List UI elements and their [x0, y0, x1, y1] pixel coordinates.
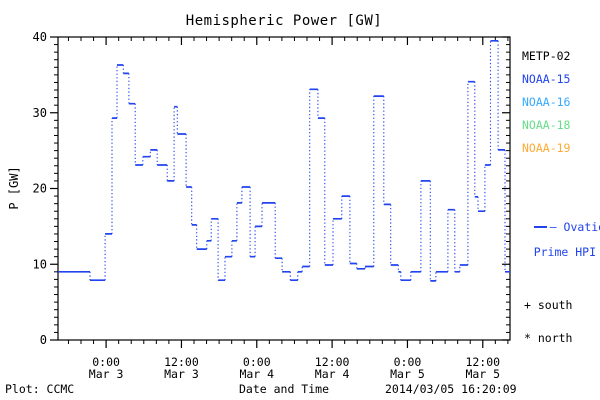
- y-axis-label: P [GW]: [7, 166, 21, 210]
- x-tick-date-label: Mar 5: [390, 367, 425, 381]
- ovation-label-line2: Prime HPI: [533, 244, 597, 259]
- hpi-step-line-horizontals: [58, 39, 510, 282]
- legend-item-metp-02: METP-02: [522, 49, 571, 63]
- line-sample-icon: [533, 225, 547, 228]
- south-marker-label: + south: [524, 298, 573, 312]
- x-tick-date-label: Mar 4: [315, 367, 350, 381]
- x-tick-time-label: 12:00: [465, 355, 500, 369]
- plot-frame: [57, 36, 511, 341]
- ovation-legend: – Ovation Prime HPI: [506, 208, 600, 271]
- y-tick-label: 40: [33, 30, 47, 44]
- x-tick-date-label: Mar 3: [164, 367, 199, 381]
- chart-title: Hemispheric Power [GW]: [185, 13, 383, 29]
- legend-item-noaa-16: NOAA-16: [522, 95, 571, 109]
- hpi-step-line-verticals: [89, 40, 506, 281]
- legend-item-noaa-19: NOAA-19: [522, 141, 571, 155]
- timestamp: 2014/03/05 16:20:09: [385, 382, 517, 396]
- y-tick-label: 10: [33, 257, 47, 271]
- x-tick-date-label: Mar 3: [89, 367, 124, 381]
- y-tick-label: 20: [33, 182, 47, 196]
- y-tick-label: 30: [33, 106, 47, 120]
- ovation-label-line1: – Ovation: [549, 219, 600, 234]
- x-tick-time-label: 0:00: [92, 355, 120, 369]
- x-tick-time-label: 0:00: [394, 355, 422, 369]
- x-axis-label: Date and Time: [238, 382, 329, 396]
- x-tick-date-label: Mar 4: [239, 367, 274, 381]
- legend-item-noaa-15: NOAA-15: [522, 72, 571, 86]
- north-marker-label: * north: [524, 331, 573, 345]
- x-tick-time-label: 12:00: [315, 355, 350, 369]
- plot-credit: Plot: CCMC: [5, 382, 75, 396]
- y-tick-label: 0: [40, 333, 47, 347]
- satellite-legend: METP-02 NOAA-15 NOAA-16 NOAA-18 NOAA-19: [522, 45, 570, 160]
- x-tick-time-label: 12:00: [164, 355, 199, 369]
- x-tick-date-label: Mar 5: [465, 367, 500, 381]
- x-tick-time-label: 0:00: [243, 355, 271, 369]
- legend-item-noaa-18: NOAA-18: [522, 118, 571, 132]
